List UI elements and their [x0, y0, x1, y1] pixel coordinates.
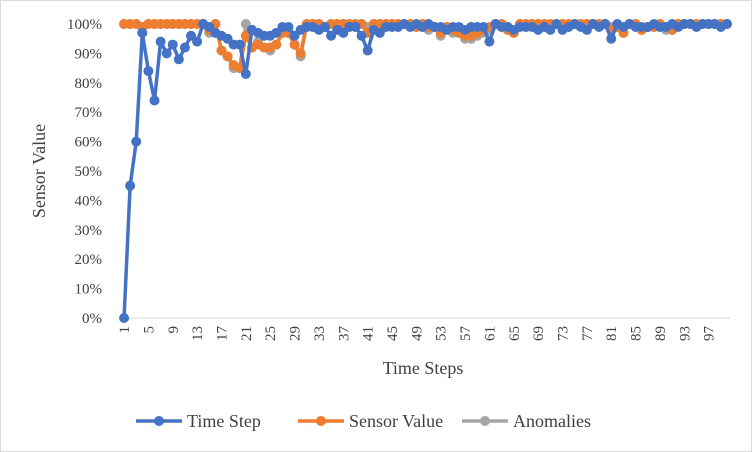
y-tick-label: 40%: [75, 193, 103, 209]
y-axis-ticks: 0% 10% 20% 30% 40% 50% 60% 70% 80% 90% 100%: [67, 17, 102, 327]
y-tick-label: 20%: [75, 252, 103, 268]
data-point: [320, 21, 331, 32]
legend-swatch-marker: [480, 416, 490, 426]
x-tick-label: 89: [653, 326, 669, 341]
data-point: [192, 36, 203, 47]
x-tick-label: 73: [556, 326, 572, 341]
data-point: [240, 68, 251, 79]
x-tick-label: 37: [336, 326, 352, 342]
data-point: [295, 48, 306, 59]
data-point: [143, 66, 154, 77]
data-point: [350, 21, 361, 32]
y-tick-label: 50%: [75, 164, 103, 180]
data-point: [289, 39, 300, 50]
legend-item: Sensor Value: [298, 411, 443, 431]
legend-label: Sensor Value: [349, 411, 443, 431]
data-point: [125, 180, 136, 191]
y-tick-label: 90%: [75, 46, 103, 62]
series-line: [122, 22, 729, 320]
x-tick-label: 53: [434, 326, 450, 341]
data-point: [484, 36, 495, 47]
x-tick-label: 25: [263, 326, 279, 341]
data-point: [283, 21, 294, 32]
data-point: [271, 39, 282, 50]
data-point: [119, 313, 130, 323]
legend: Time Step Sensor Value Anomalies: [136, 411, 591, 431]
y-tick-label: 0%: [82, 311, 102, 327]
x-tick-label: 45: [385, 326, 401, 341]
x-tick-label: 29: [288, 326, 304, 341]
x-tick-label: 17: [214, 326, 230, 342]
data-point: [222, 51, 233, 62]
y-tick-label: 70%: [75, 105, 103, 121]
x-tick-label: 5: [141, 326, 157, 334]
legend-label: Anomalies: [513, 411, 591, 431]
x-tick-label: 77: [580, 326, 596, 342]
x-tick-label: 33: [312, 326, 328, 341]
x-tick-label: 9: [166, 326, 182, 334]
x-tick-label: 85: [629, 326, 645, 341]
data-point: [600, 19, 611, 29]
data-point: [606, 33, 617, 44]
legend-label: Time Step: [187, 411, 261, 431]
x-tick-label: 41: [361, 326, 377, 341]
x-tick-label: 93: [677, 326, 693, 341]
y-tick-label: 80%: [75, 76, 103, 92]
data-point: [149, 95, 160, 106]
x-tick-label: 61: [482, 326, 498, 341]
x-tick-label: 97: [702, 326, 718, 342]
series-group: [119, 19, 732, 323]
x-tick-label: 49: [409, 326, 425, 341]
data-point: [173, 54, 184, 65]
x-axis-title: Time Steps: [383, 358, 464, 378]
y-tick-label: 60%: [75, 135, 103, 151]
x-tick-label: 1: [117, 326, 133, 334]
data-point: [179, 42, 190, 53]
x-tick-label: 69: [531, 326, 547, 341]
data-point: [356, 30, 367, 41]
x-tick-label: 81: [604, 326, 620, 341]
series-time-step: [119, 19, 732, 323]
y-tick-label: 100%: [67, 17, 102, 33]
x-axis-ticks: 1 5 9 13 17 21 25 29 33 37 41 45 49 53 57 61 65 69 73 77 81 8…: [117, 326, 718, 342]
x-tick-label: 13: [190, 326, 206, 341]
data-point: [234, 39, 245, 50]
legend-item: Anomalies: [462, 411, 591, 431]
x-tick-label: 65: [507, 326, 523, 341]
data-point: [362, 45, 373, 56]
legend-item: Time Step: [136, 411, 261, 431]
data-point: [478, 21, 489, 32]
y-axis-title: Sensor Value: [29, 124, 49, 218]
data-point: [161, 48, 172, 59]
data-point: [137, 27, 148, 38]
data-point: [721, 19, 732, 29]
x-tick-label: 57: [458, 326, 474, 342]
data-point: [155, 36, 166, 47]
x-tick-label: 21: [239, 326, 255, 341]
y-tick-label: 30%: [75, 223, 103, 239]
legend-swatch-marker: [316, 416, 326, 426]
data-point: [131, 136, 142, 147]
legend-swatch-marker: [154, 416, 164, 426]
data-point: [167, 39, 178, 50]
y-tick-label: 10%: [75, 282, 103, 298]
